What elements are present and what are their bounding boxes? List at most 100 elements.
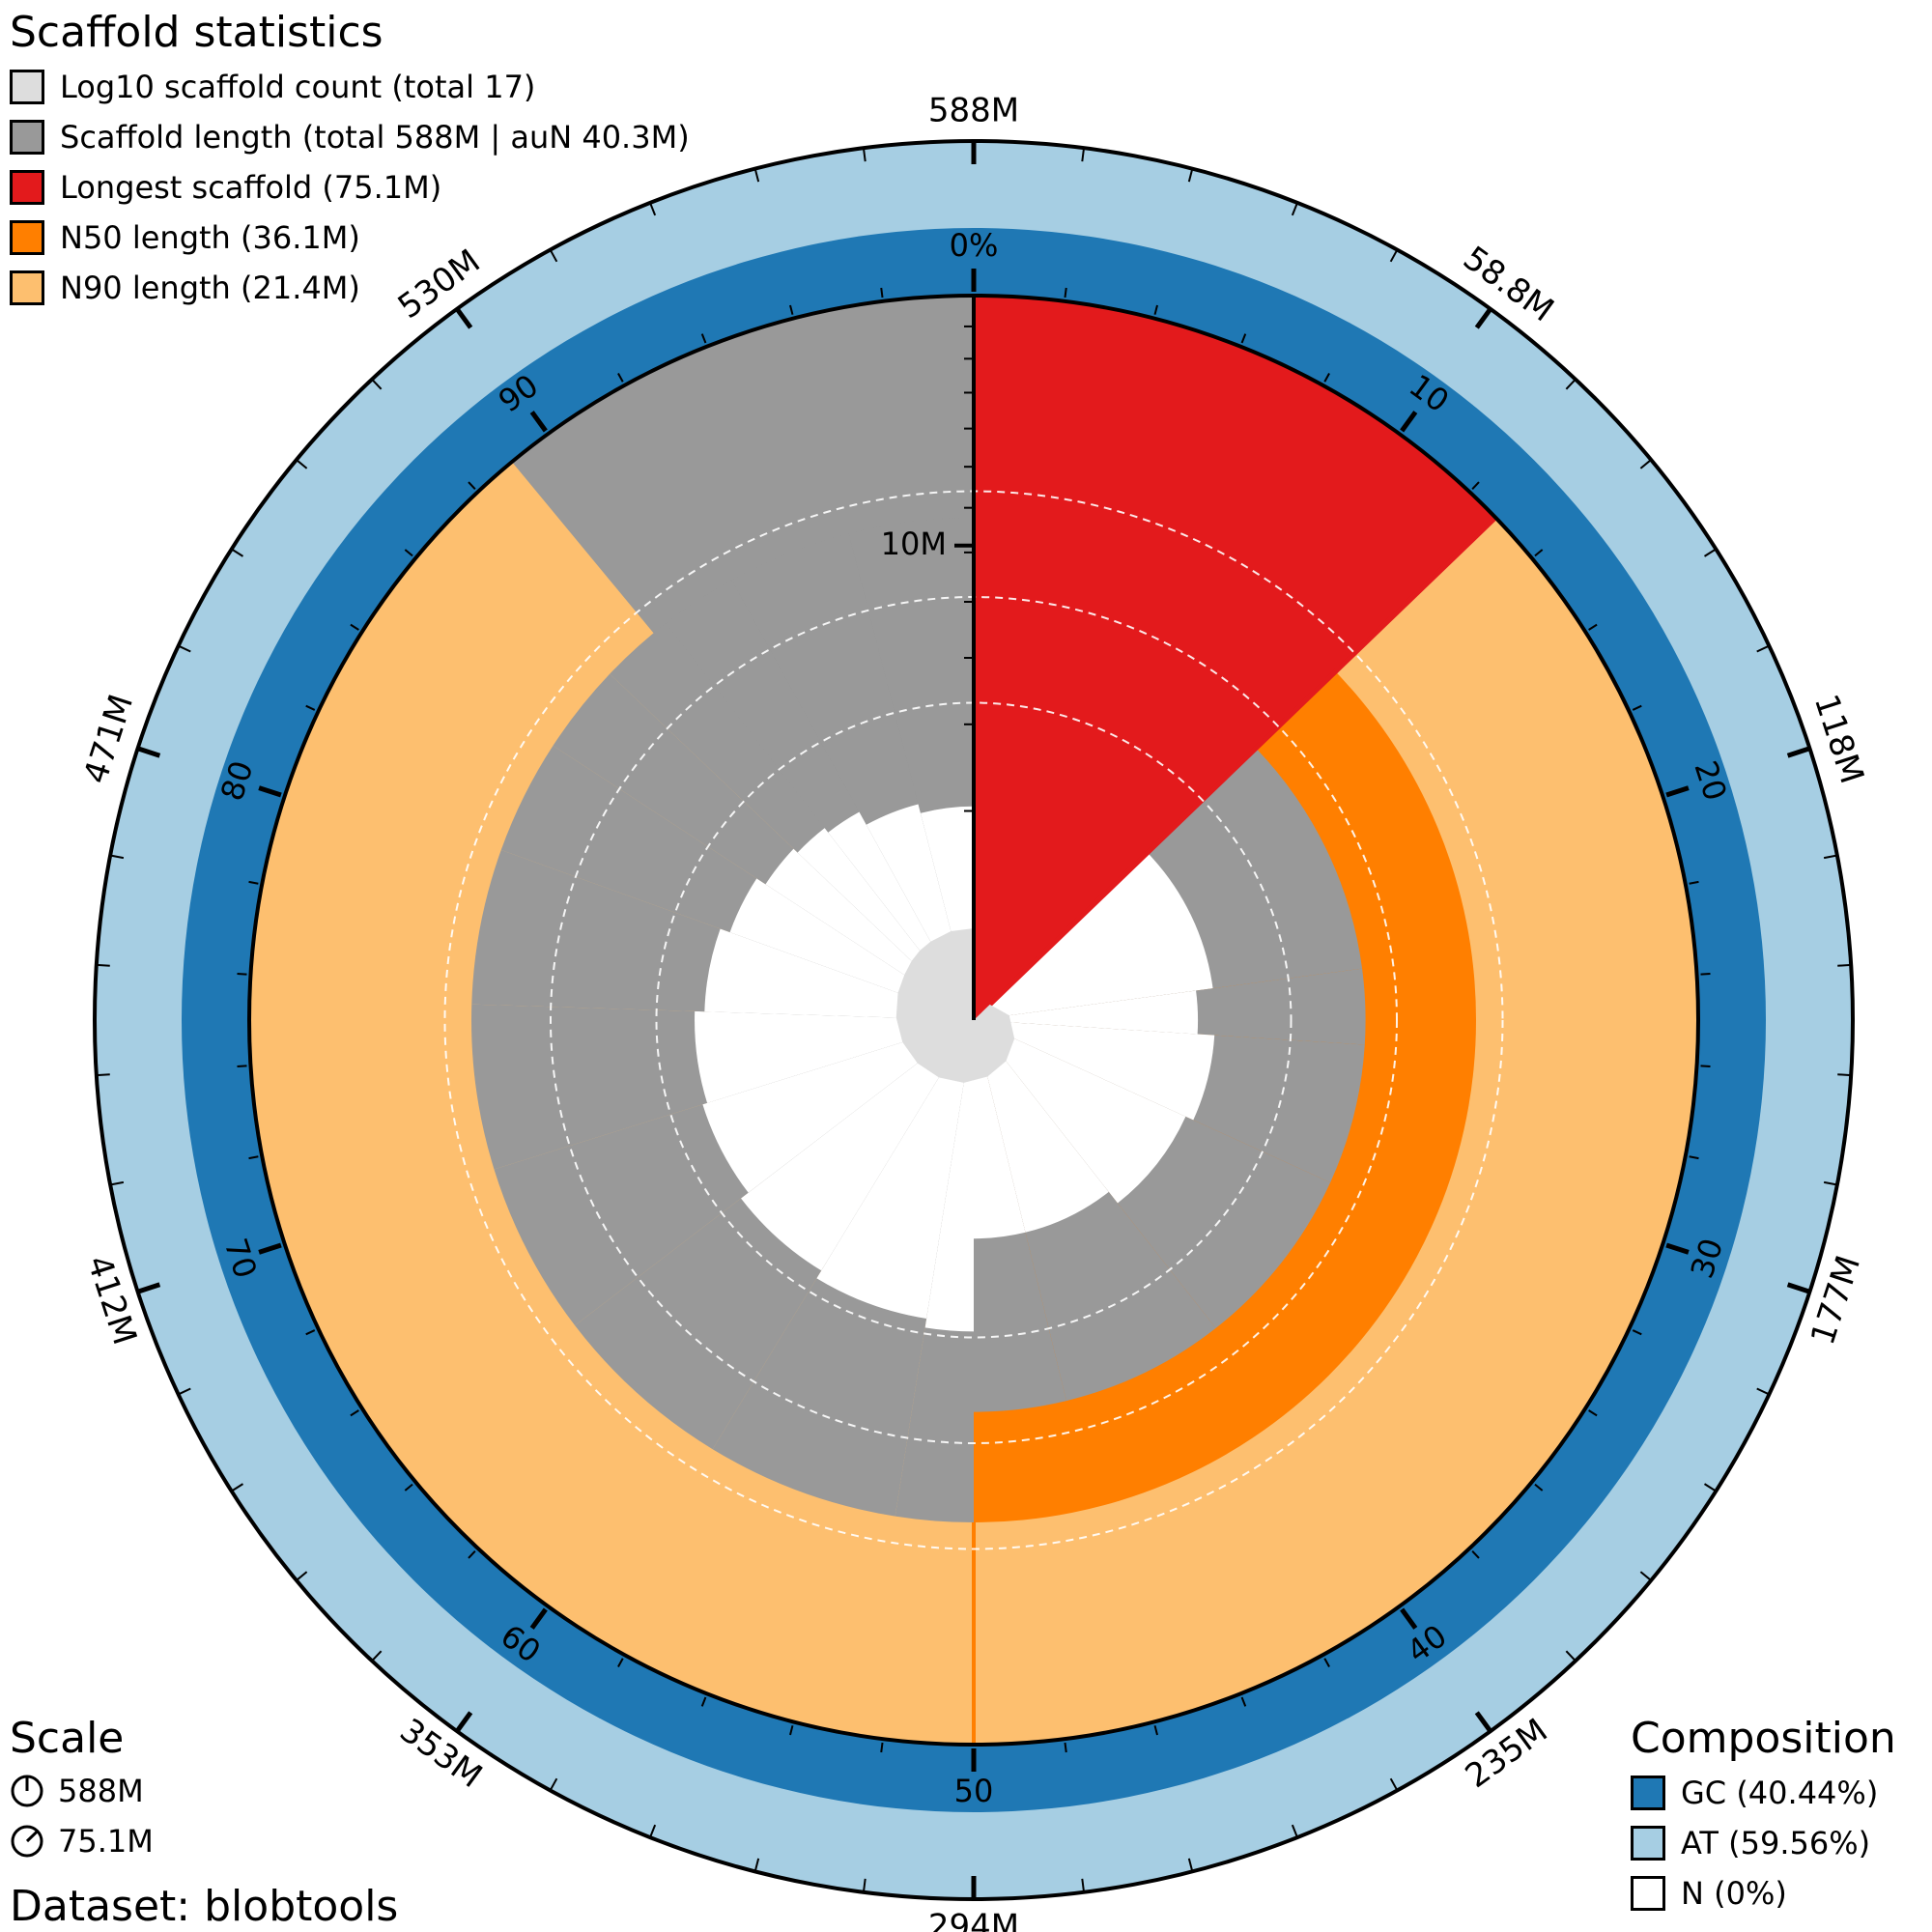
radial-axis-label: 10M bbox=[881, 526, 947, 562]
scale-label: 588M bbox=[58, 1773, 144, 1809]
percent-tick bbox=[789, 304, 794, 315]
length-tick bbox=[549, 249, 558, 263]
length-tick bbox=[455, 307, 473, 329]
legend-item: Longest scaffold (75.1M) bbox=[10, 168, 441, 207]
length-tick bbox=[1389, 249, 1399, 263]
dataset-label: Dataset: blobtools bbox=[10, 1882, 399, 1931]
length-tick bbox=[649, 1824, 657, 1838]
length-profile-segment bbox=[974, 1020, 1215, 1121]
length-profile-segment bbox=[974, 1020, 1109, 1233]
percent-tick bbox=[1689, 880, 1699, 885]
length-tick bbox=[296, 459, 308, 469]
percent-tick bbox=[1153, 304, 1158, 315]
percent-tick bbox=[1588, 1409, 1598, 1417]
composition-legend-swatch bbox=[1631, 1876, 1665, 1911]
length-tick bbox=[753, 168, 760, 183]
percent-tick bbox=[258, 785, 282, 798]
percent-tick bbox=[1588, 623, 1598, 631]
longest-line bbox=[972, 515, 1497, 1022]
circle-full-scale-icon bbox=[11, 1775, 43, 1807]
percent-tick bbox=[1700, 973, 1711, 976]
percent-tick bbox=[237, 1065, 247, 1067]
percent-tick bbox=[305, 704, 316, 711]
percent-tick bbox=[1632, 704, 1642, 711]
length-tick bbox=[109, 1180, 125, 1186]
legend-label: N50 length (36.1M) bbox=[60, 219, 360, 256]
percent-tick bbox=[1700, 1065, 1711, 1067]
length-tick bbox=[1703, 1483, 1717, 1492]
length-tick bbox=[1474, 307, 1492, 329]
length-tick bbox=[1291, 1824, 1298, 1838]
percent-tick bbox=[404, 549, 413, 557]
length-tick bbox=[549, 1777, 558, 1791]
length-tick bbox=[109, 854, 125, 860]
legend-label: Log10 scaffold count (total 17) bbox=[60, 69, 536, 105]
composition-legend-label: GC (40.44%) bbox=[1681, 1775, 1879, 1811]
percent-tick bbox=[617, 373, 624, 383]
composition-legend-label: N (0%) bbox=[1681, 1875, 1787, 1912]
percent-tick bbox=[404, 1483, 413, 1492]
scale-item: 75.1M bbox=[10, 1822, 154, 1861]
length-tick bbox=[1786, 746, 1811, 758]
length-tick bbox=[136, 1282, 161, 1294]
length-tick bbox=[1291, 202, 1298, 216]
percent-tick bbox=[350, 623, 359, 631]
chart-title: Scaffold statistics bbox=[10, 8, 384, 57]
length-tick bbox=[136, 746, 161, 758]
length-profile-segment bbox=[974, 852, 1213, 1020]
length-tick bbox=[1389, 1777, 1399, 1791]
percent-tick bbox=[617, 1658, 624, 1667]
percent-tick bbox=[305, 1329, 316, 1336]
length-tick bbox=[231, 1483, 244, 1492]
length-tick-label: 294M bbox=[928, 1908, 1019, 1932]
legend-swatch bbox=[10, 220, 44, 255]
percent-tick bbox=[1471, 1549, 1480, 1559]
length-tick bbox=[96, 963, 110, 967]
percent-tick bbox=[1400, 411, 1418, 433]
percent-tick bbox=[468, 481, 476, 491]
percent-tick bbox=[1240, 1696, 1247, 1707]
legend-swatch bbox=[10, 170, 44, 205]
legend-item: Scaffold length (total 588M | auN 40.3M) bbox=[10, 118, 690, 156]
percent-tick bbox=[700, 1696, 707, 1707]
longest-wedge-top bbox=[974, 296, 1496, 1020]
percent-tick bbox=[350, 1409, 359, 1417]
percent-tick-label: 50 bbox=[954, 1773, 994, 1809]
percent-tick bbox=[258, 1242, 282, 1255]
length-tick bbox=[178, 1387, 191, 1396]
legend-label: Scaffold length (total 588M | auN 40.3M) bbox=[60, 119, 690, 156]
length-tick-label: 588M bbox=[928, 92, 1019, 130]
percent-tick bbox=[1064, 287, 1067, 298]
length-tick bbox=[1081, 148, 1086, 162]
composition-title: Composition bbox=[1631, 1714, 1896, 1763]
log-count-spiral bbox=[895, 928, 1015, 1083]
length-tick bbox=[96, 1073, 110, 1077]
length-tick bbox=[455, 1711, 473, 1733]
composition-legend-swatch bbox=[1631, 1826, 1665, 1861]
length-tick bbox=[1756, 644, 1770, 653]
length-tick bbox=[1703, 548, 1717, 557]
composition-legend-item: GC (40.44%) bbox=[1631, 1774, 1878, 1812]
percent-tick bbox=[1534, 549, 1544, 557]
percent-tick bbox=[1632, 1329, 1642, 1336]
length-tick bbox=[753, 1858, 760, 1872]
scale-label: 75.1M bbox=[58, 1823, 154, 1860]
percent-tick bbox=[529, 1607, 548, 1630]
percent-tick bbox=[1064, 1742, 1067, 1753]
percent-tick bbox=[1323, 373, 1330, 383]
legend-item: N50 length (36.1M) bbox=[10, 218, 360, 257]
length-profile-segment bbox=[702, 1020, 974, 1193]
circle-longest-scale-icon bbox=[11, 1825, 43, 1858]
log-count-area bbox=[895, 928, 1015, 1083]
legend-swatch bbox=[10, 70, 44, 104]
percent-tick bbox=[1665, 785, 1690, 798]
length-tick bbox=[178, 644, 191, 653]
length-tick bbox=[1565, 1650, 1577, 1662]
length-tick bbox=[371, 378, 383, 390]
percent-tick-label: 0% bbox=[950, 227, 999, 264]
legend-label: N90 length (21.4M) bbox=[60, 270, 360, 306]
length-tick bbox=[371, 1650, 383, 1662]
length-profile-segment bbox=[740, 1020, 974, 1271]
length-tick bbox=[1187, 1858, 1194, 1872]
